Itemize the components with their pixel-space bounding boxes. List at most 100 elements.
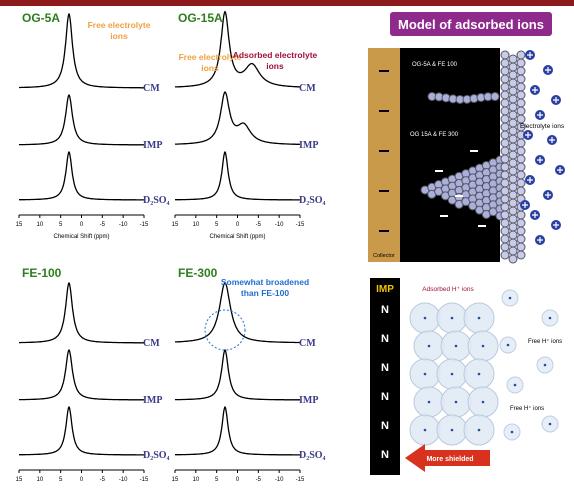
- ions-label: Electrolyte ions: [520, 123, 565, 130]
- tick-label: -15: [296, 477, 305, 483]
- ion: [501, 251, 509, 259]
- ion: [509, 95, 517, 103]
- ion: [517, 107, 525, 115]
- tick-label: -5: [100, 222, 106, 228]
- charge: [379, 70, 389, 72]
- ion: [517, 139, 525, 147]
- trace-label: CM: [143, 338, 160, 349]
- panel-label: OG-15A: [178, 11, 223, 25]
- collector: [368, 48, 400, 262]
- trace-label: CM: [143, 83, 160, 94]
- tick-label: -5: [256, 477, 262, 483]
- column-letter: N: [381, 362, 389, 374]
- free-label: Free H⁺ ions: [510, 405, 544, 412]
- proton: [514, 384, 517, 387]
- ion: [509, 191, 517, 199]
- ion: [509, 239, 517, 247]
- arrow-label: More shielded: [426, 456, 473, 463]
- ion: [501, 107, 509, 115]
- proton: [509, 297, 512, 300]
- tick-label: -5: [256, 222, 262, 228]
- column-letter: N: [381, 391, 389, 403]
- ion: [509, 199, 517, 207]
- charge: [379, 230, 389, 232]
- ion: [517, 59, 525, 67]
- tick-label: 10: [36, 222, 43, 228]
- ion: [517, 147, 525, 155]
- ion: [501, 99, 509, 107]
- adsorbed-label: Adsorbed H⁺ ions: [422, 286, 474, 293]
- ion: [501, 67, 509, 75]
- slit-label: OG-5A & FE 100: [412, 62, 458, 68]
- trace-label: IMP: [143, 395, 162, 406]
- ion: [501, 211, 509, 219]
- spectrum: [175, 152, 300, 200]
- proton: [544, 364, 547, 367]
- x-label: Chemical Shift (ppm): [209, 234, 265, 240]
- spectrum: [175, 92, 300, 144]
- figure: Model of adsorbed ions OG-5ACMIMPD₂SO₄15…: [0, 0, 574, 489]
- proton: [424, 317, 427, 320]
- column-letter: N: [381, 304, 389, 316]
- column-letter: N: [381, 420, 389, 432]
- annotation: Somewhat broadened: [221, 277, 309, 287]
- ion: [501, 59, 509, 67]
- ion: [501, 147, 509, 155]
- proton: [549, 317, 552, 320]
- trace-label: D₂SO₄: [299, 450, 326, 461]
- trace-label: IMP: [299, 140, 318, 151]
- ion: [509, 119, 517, 127]
- spectrum: [19, 95, 144, 145]
- ion: [509, 103, 517, 111]
- annotation: ions: [110, 31, 128, 41]
- ion: [509, 71, 517, 79]
- free-label: Free H⁺ ions: [528, 338, 562, 345]
- ion: [501, 243, 509, 251]
- wedge-label: OG 15A & FE 300: [410, 132, 459, 138]
- ion: [517, 251, 525, 259]
- ion: [517, 227, 525, 235]
- charge: [379, 190, 389, 192]
- ion: [517, 115, 525, 123]
- proton: [478, 373, 481, 376]
- proton: [451, 317, 454, 320]
- proton: [482, 345, 485, 348]
- tick-label: 15: [16, 477, 23, 483]
- ion: [509, 255, 517, 263]
- ion: [517, 163, 525, 171]
- ion: [517, 219, 525, 227]
- tick-label: 0: [80, 222, 84, 228]
- ion: [501, 131, 509, 139]
- ion: [517, 67, 525, 75]
- tick-label: 0: [236, 222, 240, 228]
- ion: [509, 175, 517, 183]
- ion: [501, 91, 509, 99]
- ion: [517, 83, 525, 91]
- pore: [400, 48, 500, 262]
- ion: [517, 179, 525, 187]
- ion: [501, 219, 509, 227]
- top-bar: [0, 0, 574, 6]
- ion: [501, 83, 509, 91]
- ion: [509, 143, 517, 151]
- ion: [509, 207, 517, 215]
- ion: [501, 227, 509, 235]
- tick-label: 5: [59, 222, 63, 228]
- tick-label: -10: [119, 222, 128, 228]
- proton: [478, 429, 481, 432]
- tick-label: 15: [16, 222, 23, 228]
- tick-label: -10: [275, 222, 284, 228]
- proton: [424, 429, 427, 432]
- charge: [379, 110, 389, 112]
- ion: [501, 75, 509, 83]
- spectrum: [19, 350, 144, 400]
- spectrum: [19, 407, 144, 455]
- ion: [509, 167, 517, 175]
- ion: [517, 211, 525, 219]
- charge: [379, 150, 389, 152]
- ion: [501, 163, 509, 171]
- ion: [517, 171, 525, 179]
- annotation: ions: [266, 61, 284, 71]
- ion: [509, 247, 517, 255]
- tick-label: -15: [140, 477, 149, 483]
